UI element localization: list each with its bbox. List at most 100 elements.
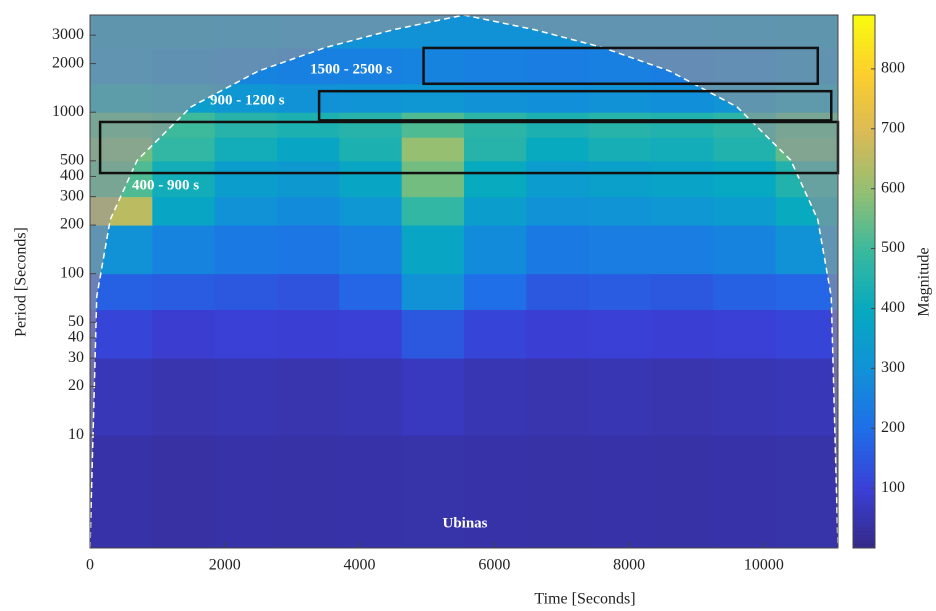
heatmap-cell <box>464 112 527 138</box>
colorbar-tick-label: 500 <box>881 239 905 256</box>
heatmap-cell <box>339 225 403 275</box>
colorbar-swatch <box>853 410 875 416</box>
heatmap-cell <box>713 309 777 359</box>
colorbar-swatch <box>853 54 875 60</box>
colorbar-swatch <box>853 68 875 74</box>
colorbar-swatch <box>853 472 875 478</box>
colorbar-swatch <box>853 543 875 549</box>
heatmap-cell <box>588 160 652 198</box>
heatmap-cell <box>90 435 153 548</box>
colorbar-swatch <box>853 59 875 65</box>
heatmap-cell <box>651 309 714 359</box>
heatmap-cell <box>464 358 527 436</box>
colorbar-swatch <box>853 41 875 47</box>
y-tick-label: 500 <box>60 151 84 168</box>
heatmap-cell <box>651 137 714 162</box>
colorbar-swatch <box>853 534 875 540</box>
y-tick-label: 100 <box>60 264 84 281</box>
colorbar-swatch <box>853 441 875 447</box>
heatmap-cell <box>339 358 403 436</box>
colorbar-swatch <box>853 481 875 487</box>
colorbar-swatch <box>853 485 875 491</box>
heatmap-cell <box>713 160 777 198</box>
heatmap-cell <box>526 137 590 162</box>
heatmap-cell <box>339 273 403 310</box>
colorbar-swatch <box>853 143 875 149</box>
heatmap-cell <box>401 47 465 85</box>
y-tick-label: 200 <box>60 216 84 233</box>
x-tick-label: 6000 <box>478 557 510 574</box>
annotation-label: 900 - 1200 s <box>210 92 285 108</box>
colorbar-swatch <box>853 50 875 56</box>
colorbar-swatch <box>853 188 875 194</box>
heatmap-cell <box>152 273 216 310</box>
colorbar-swatch <box>853 219 875 225</box>
heatmap-cell <box>526 160 590 198</box>
colorbar-swatch <box>853 401 875 407</box>
heatmap-cell <box>651 273 714 310</box>
colorbar-swatch <box>853 374 875 380</box>
colorbar-swatch <box>853 321 875 327</box>
colorbar-swatch <box>853 32 875 38</box>
heatmap-cell <box>526 273 590 310</box>
y-tick-label: 300 <box>60 187 84 204</box>
x-tick-label: 2000 <box>209 557 241 574</box>
heatmap-cell <box>339 137 403 162</box>
colorbar-swatch <box>853 396 875 402</box>
colorbar-swatch <box>853 268 875 274</box>
heatmap-cell <box>464 225 527 275</box>
colorbar-swatch <box>853 112 875 118</box>
colorbar-swatch <box>853 192 875 198</box>
colorbar-swatch <box>853 166 875 171</box>
colorbar-swatch <box>853 361 875 367</box>
colorbar-swatch <box>853 210 875 216</box>
colorbar-swatch <box>853 325 875 331</box>
heatmap-cell <box>277 112 340 138</box>
heatmap-cell <box>277 273 340 310</box>
heatmap-cell <box>588 358 652 436</box>
heatmap-cell <box>588 112 652 138</box>
y-tick-label: 50 <box>68 313 84 330</box>
heatmap-cell <box>401 435 465 548</box>
colorbar-swatch <box>853 508 875 513</box>
colorbar-swatch <box>853 494 875 500</box>
colorbar-swatch <box>853 428 875 434</box>
heatmap-cell <box>152 309 216 359</box>
colorbar-swatch <box>853 232 875 238</box>
colorbar-swatch <box>853 476 875 482</box>
heatmap-cell <box>651 196 714 226</box>
colorbar-tick-label: 100 <box>881 479 905 496</box>
colorbar-tick-label: 700 <box>881 119 905 136</box>
heatmap-cell <box>339 160 403 198</box>
heatmap-cell <box>713 358 777 436</box>
heatmap-cell <box>526 83 590 113</box>
y-axis-label: Period [Seconds] <box>13 227 30 337</box>
colorbar-swatch <box>853 241 875 247</box>
colorbar-swatch <box>853 77 875 83</box>
colorbar-tick-label: 200 <box>881 419 905 436</box>
colorbar-swatch <box>853 250 875 256</box>
heatmap-cell <box>775 358 838 436</box>
colorbar-swatch <box>853 365 875 371</box>
colorbar-swatch <box>853 281 875 287</box>
colorbar-swatch <box>853 512 875 518</box>
heatmap-cell <box>152 196 216 226</box>
x-axis-label: Time [Seconds] <box>534 591 635 608</box>
heatmap-cell <box>339 435 403 548</box>
heatmap-cell <box>214 435 278 548</box>
colorbar-swatch <box>853 15 875 20</box>
colorbar-swatch <box>853 530 875 536</box>
y-tick-label: 2000 <box>52 54 84 71</box>
heatmap-cell <box>651 435 714 548</box>
heatmap-cell <box>464 137 527 162</box>
colorbar-swatch <box>853 343 875 349</box>
heatmap-cell <box>464 83 527 113</box>
colorbar-swatch <box>853 432 875 438</box>
heatmap-cell <box>713 196 777 226</box>
heatmap-cell <box>464 47 527 85</box>
colorbar-swatch <box>853 285 875 291</box>
heatmap-cell <box>152 435 216 548</box>
heatmap-cell <box>526 358 590 436</box>
heatmap-cell <box>588 273 652 310</box>
colorbar-swatch <box>853 263 875 269</box>
